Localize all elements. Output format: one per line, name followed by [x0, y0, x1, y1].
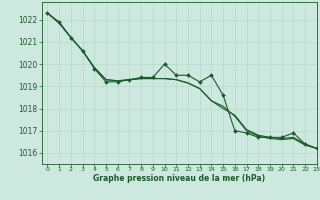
X-axis label: Graphe pression niveau de la mer (hPa): Graphe pression niveau de la mer (hPa) [93, 174, 265, 183]
